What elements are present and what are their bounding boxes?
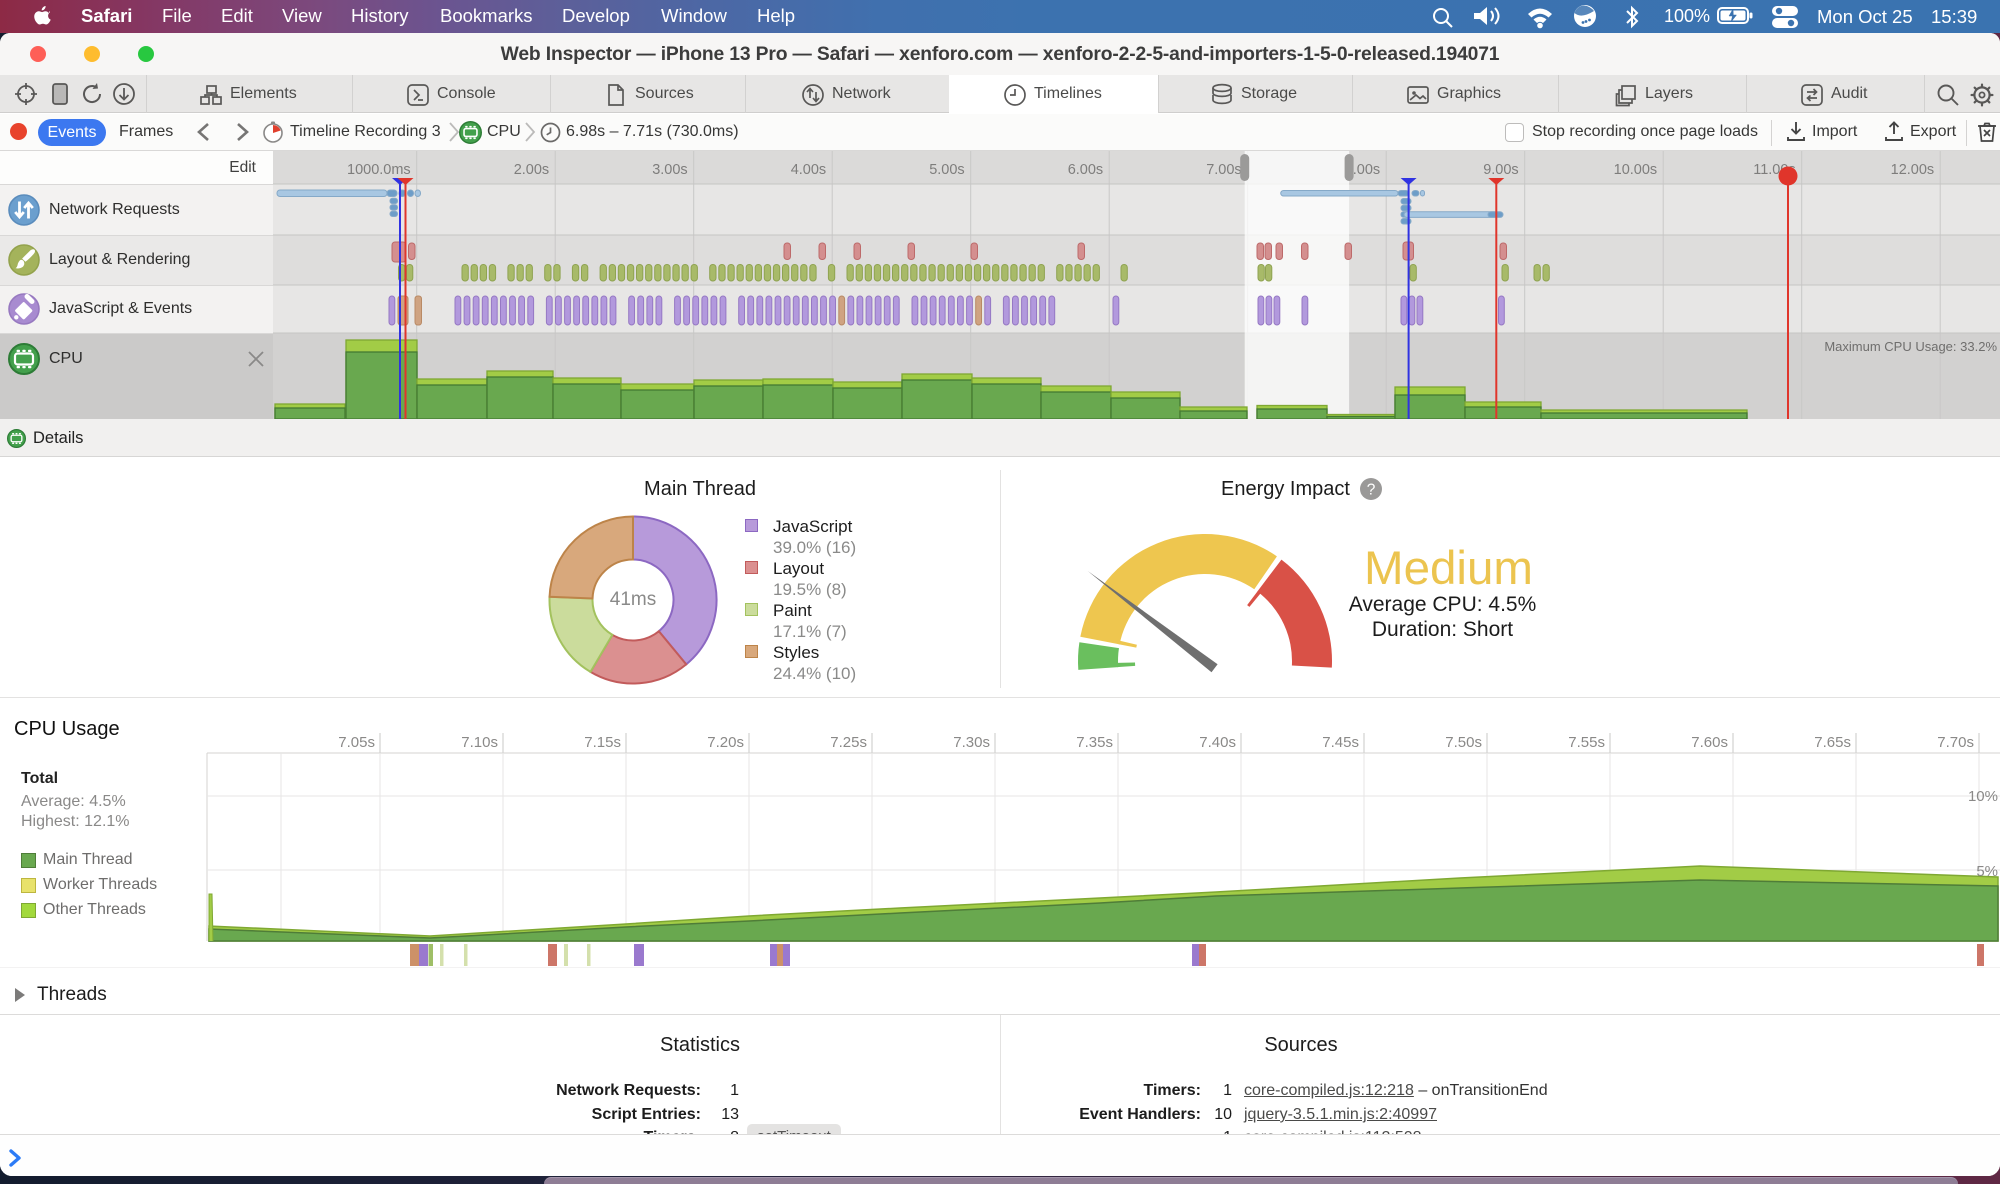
svg-text:7.65s: 7.65s bbox=[1814, 734, 1851, 751]
svg-text:7.00s: 7.00s bbox=[1206, 162, 1241, 178]
svg-text:7.45s: 7.45s bbox=[1322, 734, 1359, 751]
svg-text:5%: 5% bbox=[1976, 863, 1998, 880]
svg-text:9.00s: 9.00s bbox=[1483, 162, 1518, 178]
svg-text:10.00s: 10.00s bbox=[1614, 162, 1658, 178]
svg-text:1000.0ms: 1000.0ms bbox=[347, 162, 411, 178]
svg-text:7.30s: 7.30s bbox=[953, 734, 990, 751]
svg-text:7.60s: 7.60s bbox=[1691, 734, 1728, 751]
svg-text:7.10s: 7.10s bbox=[461, 734, 498, 751]
svg-text:6.00s: 6.00s bbox=[1068, 162, 1103, 178]
svg-text:7.40s: 7.40s bbox=[1199, 734, 1236, 751]
svg-text:5.00s: 5.00s bbox=[929, 162, 964, 178]
svg-text:7.35s: 7.35s bbox=[1076, 734, 1113, 751]
svg-text:100%: 100% bbox=[1664, 6, 1710, 26]
svg-text:7.70s: 7.70s bbox=[1937, 734, 1974, 751]
svg-text:Maximum CPU Usage: 33.2%: Maximum CPU Usage: 33.2% bbox=[1824, 339, 1997, 354]
svg-text:3.00s: 3.00s bbox=[652, 162, 687, 178]
svg-text:10%: 10% bbox=[1968, 788, 1998, 805]
svg-text:2.00s: 2.00s bbox=[514, 162, 549, 178]
svg-text:7.50s: 7.50s bbox=[1445, 734, 1482, 751]
svg-text:4.00s: 4.00s bbox=[791, 162, 826, 178]
svg-text:7.20s: 7.20s bbox=[707, 734, 744, 751]
svg-text:7.55s: 7.55s bbox=[1568, 734, 1605, 751]
svg-text:7.05s: 7.05s bbox=[338, 734, 375, 751]
svg-text:?: ? bbox=[1367, 482, 1376, 499]
svg-text:7.15s: 7.15s bbox=[584, 734, 621, 751]
svg-text:12.00s: 12.00s bbox=[1891, 162, 1935, 178]
svg-text:7.25s: 7.25s bbox=[830, 734, 867, 751]
